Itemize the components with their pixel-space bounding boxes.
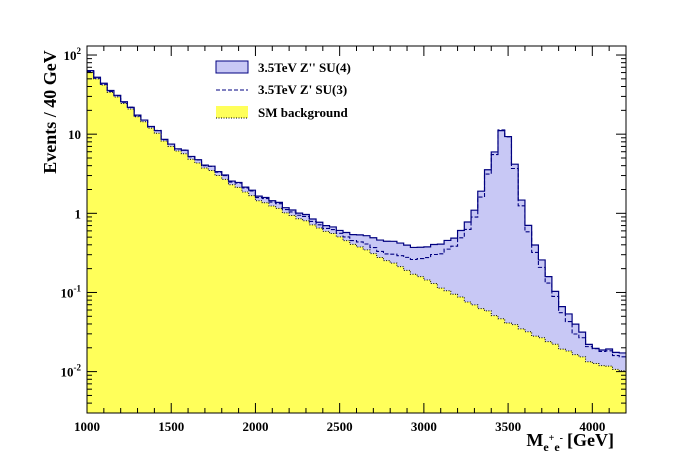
- x-tick-label: 2000: [242, 419, 268, 434]
- su3-dashed-line: [87, 70, 626, 358]
- y-axis: 10-2 10-1 1 10 102: [61, 46, 626, 414]
- y-tick-label: 10-2: [61, 363, 82, 380]
- x-tick-label: 3500: [495, 419, 521, 434]
- x-tick-label: 1000: [74, 419, 100, 434]
- background-dotted-outline: [87, 71, 626, 372]
- legend-label-su3: 3.5TeV Z' SU(3): [258, 82, 347, 97]
- y-axis-title: Events / 40 GeV: [40, 50, 60, 174]
- x-tick-label: 4000: [579, 419, 605, 434]
- legend-label-su4: 3.5TeV Z'' SU(4): [258, 60, 351, 75]
- y-tick-label: 10-1: [61, 283, 82, 300]
- legend-label-sm-background: SM background: [258, 105, 348, 120]
- x-tick-label: 1500: [158, 419, 184, 434]
- legend-swatch-sm-background: [216, 106, 248, 118]
- legend-item-su3: 3.5TeV Z' SU(3): [216, 82, 347, 97]
- y-tick-label: 102: [64, 46, 82, 63]
- y-tick-label: 10: [68, 127, 81, 142]
- x-axis-title: Me+e- [GeV]: [526, 430, 614, 454]
- legend-item-sm-background: SM background: [216, 105, 348, 120]
- x-tick-label: 2500: [327, 419, 353, 434]
- legend-swatch-su4: [215, 60, 249, 74]
- x-tick-label: 3000: [411, 419, 437, 434]
- x-axis: 1000 1500 2000 2500 3000 3500 4000: [74, 46, 627, 434]
- y-tick-label: 1: [75, 206, 82, 221]
- background-area-fill: [87, 72, 626, 413]
- legend: 3.5TeV Z'' SU(4) 3.5TeV Z' SU(3) SM back…: [215, 60, 351, 120]
- legend-item-su4: 3.5TeV Z'' SU(4): [215, 60, 351, 75]
